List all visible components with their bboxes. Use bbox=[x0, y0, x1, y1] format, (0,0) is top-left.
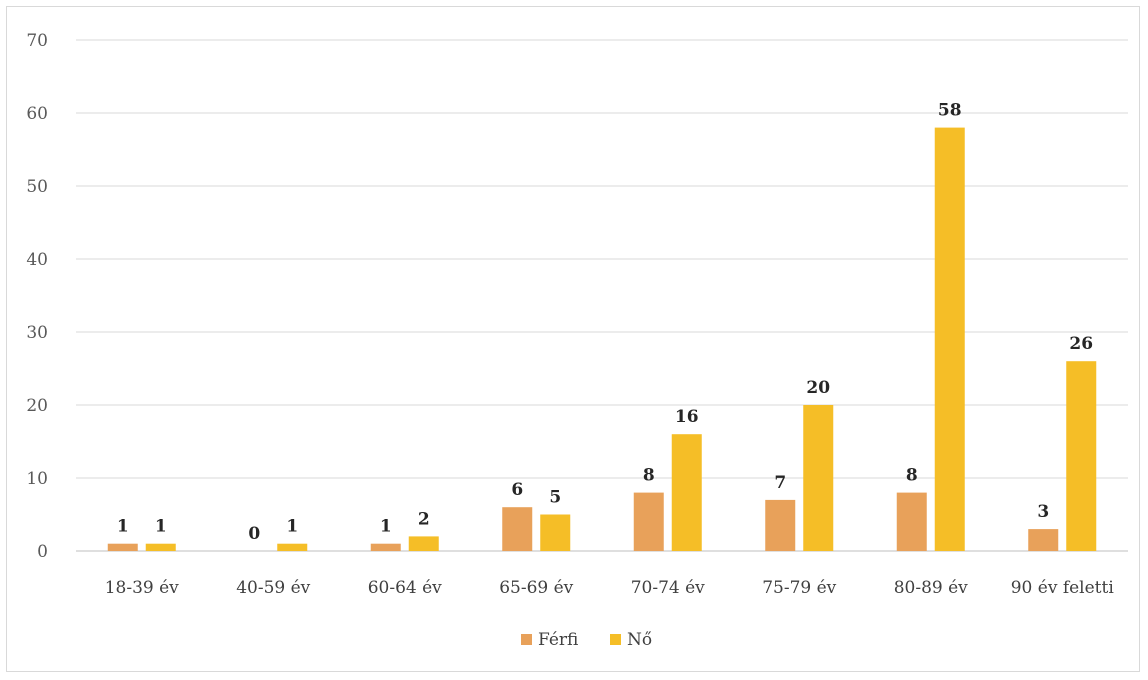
x-tick-label: 80-89 év bbox=[894, 578, 968, 598]
x-tick-label: 40-59 év bbox=[236, 578, 310, 598]
x-tick-label: 75-79 év bbox=[762, 578, 836, 598]
y-tick-label: 30 bbox=[26, 323, 48, 343]
bar-no bbox=[277, 543, 308, 551]
legend: Férfi Nő bbox=[521, 630, 652, 650]
bar-ferfi bbox=[107, 543, 138, 551]
y-tick-label: 0 bbox=[37, 542, 48, 562]
bar-ferfi bbox=[502, 507, 533, 551]
legend-label-no: Nő bbox=[627, 630, 652, 650]
y-tick-label: 60 bbox=[26, 104, 48, 124]
bar-no bbox=[934, 127, 965, 551]
bar-ferfi bbox=[765, 499, 796, 551]
data-label: 16 bbox=[675, 407, 699, 427]
bars bbox=[107, 127, 1097, 551]
bar-no bbox=[408, 536, 439, 551]
bar-ferfi bbox=[896, 492, 927, 551]
x-tick-label: 65-69 év bbox=[499, 578, 573, 598]
y-tick-label: 40 bbox=[26, 250, 48, 270]
x-tick-label: 18-39 év bbox=[105, 578, 179, 598]
data-label: 8 bbox=[906, 466, 918, 486]
y-tick-label: 70 bbox=[26, 31, 48, 51]
data-label: 5 bbox=[549, 488, 561, 508]
bar-no bbox=[803, 405, 834, 551]
data-label: 8 bbox=[643, 466, 655, 486]
bar-no bbox=[1066, 361, 1097, 551]
data-label: 1 bbox=[117, 517, 129, 537]
data-label: 26 bbox=[1069, 334, 1093, 354]
data-label: 2 bbox=[418, 509, 430, 529]
bar-no bbox=[671, 434, 702, 551]
x-tick-label: 70-74 év bbox=[631, 578, 705, 598]
x-tick-label: 90 év feletti bbox=[1011, 578, 1115, 598]
x-axis: 18-39 év 40-59 év 60-64 év 65-69 év 70-74 év… bbox=[105, 578, 1115, 598]
bar-ferfi bbox=[370, 543, 401, 551]
data-label: 20 bbox=[806, 378, 830, 398]
legend-label-ferfi: Férfi bbox=[538, 630, 578, 650]
data-label: 6 bbox=[511, 480, 523, 500]
bar-ferfi bbox=[633, 492, 664, 551]
gridlines bbox=[76, 39, 1128, 552]
data-label: 7 bbox=[774, 473, 786, 493]
data-label: 3 bbox=[1037, 502, 1049, 522]
data-label: 0 bbox=[248, 524, 260, 544]
data-label: 1 bbox=[155, 517, 167, 537]
y-tick-label: 50 bbox=[26, 177, 48, 197]
legend-swatch-no bbox=[610, 634, 621, 645]
bar-no bbox=[145, 543, 176, 551]
bar-ferfi bbox=[1028, 529, 1059, 551]
data-label: 1 bbox=[286, 517, 298, 537]
y-axis: 0 10 20 30 40 50 60 70 bbox=[26, 31, 48, 562]
bar-no bbox=[540, 514, 571, 551]
x-tick-label: 60-64 év bbox=[368, 578, 442, 598]
legend-swatch-ferfi bbox=[521, 634, 532, 645]
data-label: 1 bbox=[380, 517, 392, 537]
y-tick-label: 10 bbox=[26, 469, 48, 489]
y-tick-label: 20 bbox=[26, 396, 48, 416]
data-label: 58 bbox=[938, 101, 962, 121]
